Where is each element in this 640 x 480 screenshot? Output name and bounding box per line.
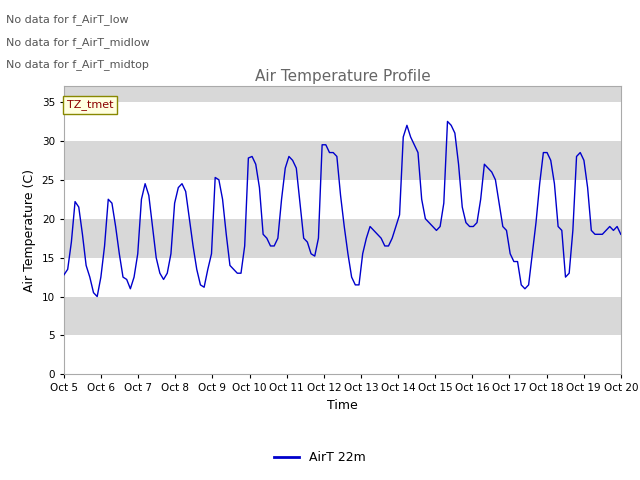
Text: No data for f_AirT_midtop: No data for f_AirT_midtop [6,60,149,71]
X-axis label: Time: Time [327,399,358,412]
Title: Air Temperature Profile: Air Temperature Profile [255,69,430,84]
Text: TZ_tmet: TZ_tmet [67,99,113,110]
Bar [64,180,621,219]
Bar [64,336,621,374]
Text: No data for f_AirT_midlow: No data for f_AirT_midlow [6,37,150,48]
Bar [64,102,621,141]
Text: No data for f_AirT_low: No data for f_AirT_low [6,14,129,25]
Y-axis label: Air Temperature (C): Air Temperature (C) [23,169,36,292]
Legend: AirT 22m: AirT 22m [269,446,371,469]
Bar [64,258,621,297]
